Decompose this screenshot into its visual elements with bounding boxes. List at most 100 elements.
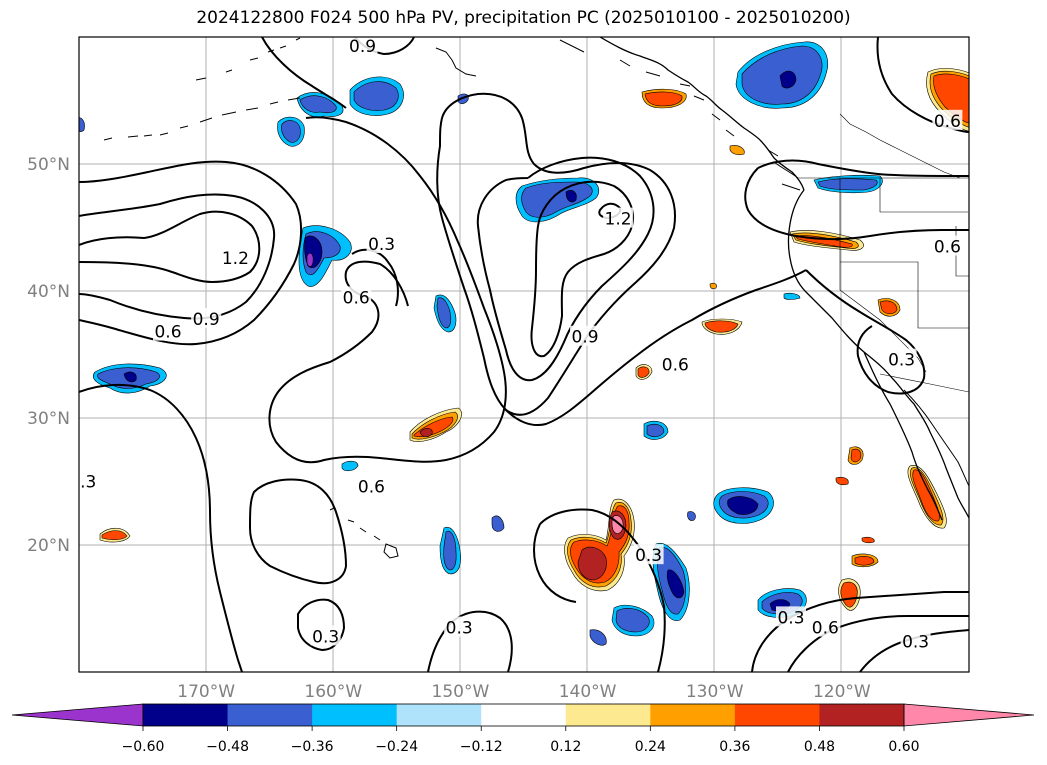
border-alaska-canada: [839, 113, 961, 179]
contour-label: 0.6: [358, 478, 385, 498]
contour-label-bg: [356, 475, 387, 496]
contour-0.6-east1: [757, 159, 969, 177]
contour-0.6-west: [79, 160, 302, 346]
colorbar-tick-label: −0.48: [206, 739, 249, 755]
contour-0.6-mid: [351, 248, 399, 307]
contour-label: 0.6: [934, 238, 961, 258]
colorbar-outline: [142, 703, 905, 727]
colorbar-bin: [227, 704, 313, 726]
map-background: [79, 37, 969, 672]
contour-label: 0.3: [888, 351, 915, 371]
border-us-mexico: [879, 373, 969, 393]
contour-label-bg: [900, 630, 931, 651]
contour-label-bg: [660, 353, 691, 374]
lon-tick-label: 170°W: [177, 682, 235, 702]
colorbar-extend-min: [11, 703, 144, 727]
contour-0.6-east-south: [787, 614, 969, 672]
contour-label-bg: [347, 37, 378, 55]
contour-label: 0.9: [349, 37, 376, 57]
colorbar-extend-max: [903, 703, 1035, 727]
patch-positive-133w-55n: [641, 88, 687, 109]
coast-vancouver-island: [767, 149, 801, 191]
patch-negative-138w-13n: [611, 604, 655, 637]
coast-islands: [435, 39, 735, 137]
coast-hawaii: [329, 507, 399, 559]
lon-tick-label: 140°W: [559, 682, 617, 702]
contour-label: 0.3: [902, 633, 929, 653]
contour-label: 0.3: [312, 627, 339, 647]
lat-tick-label: 50°N: [27, 155, 70, 175]
contour-0.9-central: [476, 156, 655, 382]
colorbar-tick-label: −0.12: [460, 739, 503, 755]
map-title: 2024122800 F024 500 hPa PV, precipitatio…: [196, 8, 851, 28]
contour-1.2-west: [79, 210, 261, 284]
contour-label: 0.6: [154, 323, 181, 343]
colorbar-bin: [143, 704, 229, 726]
patch-negative-125w-57n: [735, 41, 828, 109]
coast-sea-of-cortez: [903, 389, 969, 487]
contour-0.3-south2: [427, 610, 513, 672]
contour-label-bg: [633, 544, 664, 565]
contour-1.2-central: [530, 180, 634, 358]
contour-label-bg: [603, 207, 634, 228]
contour-label-bg: [153, 320, 183, 341]
contour-label-bg: [220, 246, 251, 267]
patch-negative-162w-55n: [277, 92, 344, 147]
lon-tick-label: 130°W: [686, 682, 744, 702]
contour-label: 0.3: [777, 608, 804, 628]
lon-tick-label: 120°W: [813, 682, 871, 702]
contour-label-bg: [341, 286, 372, 307]
contour-label: 0.6: [343, 288, 370, 308]
lat-tick-label: 40°N: [27, 282, 70, 302]
patch-negative-139w-47n: [515, 177, 600, 223]
contour-label: 0.3: [368, 235, 395, 255]
contour-0.6-central: [436, 92, 676, 416]
coast-bc: [759, 139, 805, 191]
patch-negative-small: [79, 93, 801, 646]
colorbar-bin: [565, 704, 651, 726]
pv-contours: [79, 37, 969, 672]
contour-label-bg: [444, 616, 475, 637]
contour-label-bg: [932, 235, 963, 256]
contour-0.3-east-south: [751, 591, 969, 672]
colorbar-tick-label: 0.24: [635, 739, 666, 755]
contour-label: 0.6: [662, 356, 689, 376]
colorbar-bin: [312, 704, 398, 726]
colorbar-tick-label: 0.48: [804, 739, 835, 755]
map-frame: [78, 36, 970, 673]
contour-label: 0.6: [934, 112, 961, 132]
contour-label: 0.9: [572, 328, 599, 348]
colorbar-bin: [396, 704, 482, 726]
patch-positive-114w-22n: [907, 465, 947, 529]
contour-label: 0.3: [69, 473, 96, 493]
patch-negative-165w-42n: [298, 225, 352, 287]
lon-tick-label: 150°W: [432, 682, 490, 702]
contour-0.6-east-arc: [505, 269, 807, 426]
patch-positive-small: [99, 145, 901, 611]
contour-label: 0.9: [193, 310, 220, 330]
contour-label-bg: [810, 616, 841, 637]
contour-label-bg: [366, 233, 397, 254]
contour-label-bg: [191, 307, 222, 328]
colorbar-bin: [650, 704, 736, 726]
contour-0.3-north: [261, 37, 347, 109]
contour-0.6-east2: [744, 167, 969, 240]
colorbar-tick-label: 0.36: [719, 739, 750, 755]
contour-label: 1.2: [222, 249, 249, 269]
contour-label-bg: [776, 606, 806, 627]
contour-label: 1.2: [605, 210, 632, 230]
patch-negative-123w-48n: [813, 174, 883, 194]
patch-negative-151w-38n: [433, 294, 457, 333]
lat-tick-label: 20°N: [27, 536, 70, 556]
contour-0.3-east: [805, 269, 926, 395]
colorbar-tick-label: −0.60: [122, 739, 165, 755]
colorbar-tick-label: 0.12: [550, 739, 581, 755]
contour-label-bg: [310, 625, 341, 646]
contour-0.3-south1: [297, 598, 346, 652]
coast-aleutians: [103, 37, 301, 141]
contour-labels: 0.9 1.2 0.9 0.6 0.3 0.6 1.2 0.9 0.6 0.3 0.6 0.3 0.3 0…: [69, 37, 963, 653]
contour-0.6-ne: [876, 37, 969, 133]
coast-us-west: [787, 189, 969, 519]
colorbar-bin: [819, 704, 905, 726]
contour-label: 0.6: [812, 619, 839, 639]
